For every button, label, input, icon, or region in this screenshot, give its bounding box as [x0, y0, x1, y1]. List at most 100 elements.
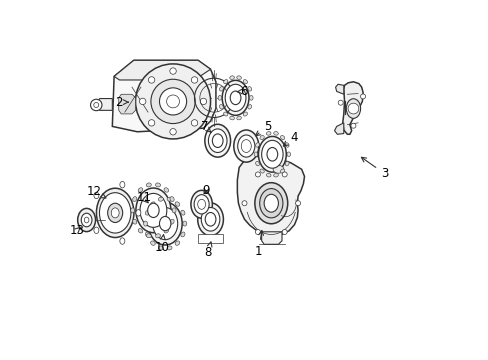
Ellipse shape	[285, 161, 288, 166]
Ellipse shape	[147, 203, 159, 217]
Ellipse shape	[249, 95, 253, 100]
Polygon shape	[342, 82, 363, 134]
Text: 4: 4	[283, 131, 298, 146]
Ellipse shape	[254, 183, 287, 224]
Ellipse shape	[223, 112, 227, 116]
Circle shape	[135, 64, 210, 139]
Ellipse shape	[175, 241, 180, 245]
Text: 5: 5	[255, 120, 271, 136]
Polygon shape	[97, 99, 112, 111]
Ellipse shape	[218, 95, 221, 100]
Ellipse shape	[243, 80, 247, 84]
Ellipse shape	[145, 232, 149, 237]
Ellipse shape	[172, 208, 176, 213]
Circle shape	[200, 98, 206, 105]
Ellipse shape	[145, 210, 149, 215]
Text: 7: 7	[201, 120, 211, 133]
Circle shape	[90, 99, 102, 111]
Ellipse shape	[260, 135, 264, 140]
Ellipse shape	[138, 229, 142, 233]
Ellipse shape	[132, 219, 137, 224]
Ellipse shape	[266, 131, 270, 135]
Ellipse shape	[143, 221, 147, 226]
Ellipse shape	[120, 181, 124, 188]
Ellipse shape	[264, 194, 278, 212]
Circle shape	[139, 98, 145, 105]
Circle shape	[338, 100, 343, 105]
Ellipse shape	[163, 229, 168, 233]
Ellipse shape	[205, 212, 216, 226]
Ellipse shape	[230, 91, 241, 105]
Ellipse shape	[167, 246, 172, 250]
Ellipse shape	[236, 116, 241, 120]
Ellipse shape	[138, 188, 142, 192]
Circle shape	[255, 172, 260, 177]
Ellipse shape	[190, 190, 212, 218]
Circle shape	[350, 123, 355, 128]
Ellipse shape	[208, 129, 226, 153]
Ellipse shape	[146, 183, 151, 187]
Ellipse shape	[266, 174, 270, 177]
Text: 9: 9	[202, 184, 209, 197]
Ellipse shape	[107, 203, 122, 222]
Text: 12: 12	[87, 185, 106, 198]
Circle shape	[347, 103, 358, 114]
Circle shape	[282, 172, 286, 177]
Circle shape	[148, 77, 155, 83]
Ellipse shape	[255, 161, 259, 166]
Ellipse shape	[99, 193, 131, 233]
Ellipse shape	[140, 193, 166, 227]
Ellipse shape	[236, 76, 241, 80]
Polygon shape	[112, 60, 216, 132]
Circle shape	[191, 120, 197, 126]
Ellipse shape	[241, 140, 251, 153]
Ellipse shape	[150, 202, 155, 206]
Ellipse shape	[201, 207, 220, 231]
Ellipse shape	[94, 227, 99, 234]
Ellipse shape	[111, 208, 119, 218]
Ellipse shape	[229, 116, 234, 120]
Ellipse shape	[181, 232, 184, 237]
Ellipse shape	[175, 202, 180, 206]
Ellipse shape	[130, 208, 134, 213]
Ellipse shape	[243, 112, 247, 116]
Circle shape	[169, 68, 176, 74]
Text: 6: 6	[237, 85, 247, 98]
Ellipse shape	[285, 143, 288, 147]
Ellipse shape	[150, 241, 155, 245]
Ellipse shape	[197, 199, 205, 209]
Ellipse shape	[204, 124, 230, 157]
Circle shape	[169, 129, 176, 135]
Text: 11: 11	[136, 192, 151, 204]
Ellipse shape	[254, 152, 257, 157]
Ellipse shape	[155, 183, 160, 187]
Ellipse shape	[136, 210, 141, 216]
Ellipse shape	[259, 189, 283, 218]
Circle shape	[94, 103, 99, 108]
Polygon shape	[198, 234, 223, 243]
Ellipse shape	[260, 169, 264, 173]
Polygon shape	[119, 94, 135, 114]
Polygon shape	[114, 60, 210, 80]
Circle shape	[151, 79, 195, 123]
Ellipse shape	[155, 234, 160, 238]
Circle shape	[159, 88, 186, 115]
Ellipse shape	[170, 219, 174, 224]
Ellipse shape	[163, 188, 168, 192]
Circle shape	[295, 201, 300, 206]
Ellipse shape	[197, 203, 223, 236]
Ellipse shape	[223, 80, 227, 84]
Polygon shape	[334, 123, 343, 134]
Ellipse shape	[158, 197, 163, 201]
Circle shape	[242, 201, 246, 206]
Ellipse shape	[132, 197, 137, 202]
Polygon shape	[237, 156, 304, 235]
Ellipse shape	[280, 135, 284, 140]
Polygon shape	[261, 232, 282, 244]
Ellipse shape	[222, 80, 248, 115]
Ellipse shape	[346, 99, 360, 118]
Ellipse shape	[96, 188, 134, 238]
Circle shape	[282, 229, 286, 234]
Ellipse shape	[286, 152, 290, 157]
Ellipse shape	[159, 216, 171, 231]
